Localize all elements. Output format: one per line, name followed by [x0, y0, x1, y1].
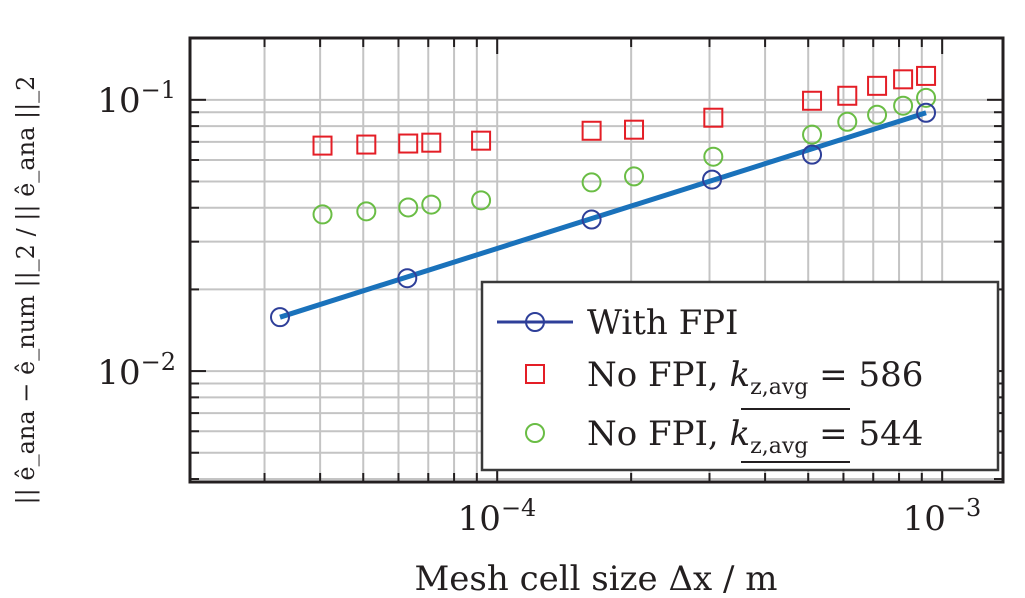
data-point-square: [703, 107, 724, 128]
data-point-square: [581, 120, 602, 141]
data-point-circle: [397, 268, 418, 289]
data-point-square: [398, 133, 419, 154]
data-point-circle: [703, 146, 724, 167]
data-point-circle: [802, 124, 823, 145]
data-point-circle: [581, 172, 602, 193]
data-point-circle: [398, 197, 419, 218]
data-point-square: [867, 75, 888, 96]
data-point-circle: [916, 102, 937, 123]
data-point-circle: [624, 166, 645, 187]
data-point-circle: [702, 169, 723, 190]
y-tick-label: 10−1: [97, 76, 176, 121]
legend: With FPI No FPI, kz,avg = 586 No FPI, kz…: [480, 280, 1000, 472]
y-axis-label: || ê_ana − ê_num ||_2 / || ê_ana ||_2: [12, 76, 41, 505]
plot-frame: [188, 36, 1005, 484]
data-marks: [269, 65, 937, 328]
data-point-circle: [312, 204, 333, 225]
legend-label-with-fpi: With FPI: [587, 303, 739, 343]
data-point-circle: [802, 144, 823, 165]
data-point-square: [916, 65, 937, 86]
data-point-circle: [867, 104, 888, 125]
data-point-square: [421, 132, 442, 153]
legend-label-no-fpi-544: No FPI, kz,avg = 544: [587, 414, 923, 459]
data-point-circle: [471, 190, 492, 211]
x-axis-label: Mesh cell size Δx / m: [414, 559, 777, 598]
x-tick-label: 10−4: [458, 494, 537, 539]
data-point-square: [624, 119, 645, 140]
data-point-circle: [581, 209, 602, 230]
data-point-circle: [893, 95, 914, 116]
legend-marker-no-fpi-586: [525, 364, 545, 384]
data-point-square: [312, 135, 333, 156]
data-point-square: [802, 90, 823, 111]
data-point-circle: [269, 307, 290, 328]
legend-marker-with-fpi: [525, 312, 545, 332]
data-point-circle: [356, 201, 377, 222]
legend-label-no-fpi-586: No FPI, kz,avg = 586: [587, 355, 923, 400]
data-point-circle: [916, 87, 937, 108]
x-tick-label: 10−3: [903, 494, 982, 539]
data-point-circle: [421, 194, 442, 215]
data-point-square: [356, 134, 377, 155]
data-point-square: [471, 130, 492, 151]
y-tick-label: 10−2: [97, 348, 176, 393]
legend-marker-no-fpi-544: [525, 423, 545, 443]
data-point-circle: [837, 111, 858, 132]
data-point-square: [893, 69, 914, 90]
with-fpi-fit-line: [279, 110, 927, 320]
data-point-square: [837, 85, 858, 106]
